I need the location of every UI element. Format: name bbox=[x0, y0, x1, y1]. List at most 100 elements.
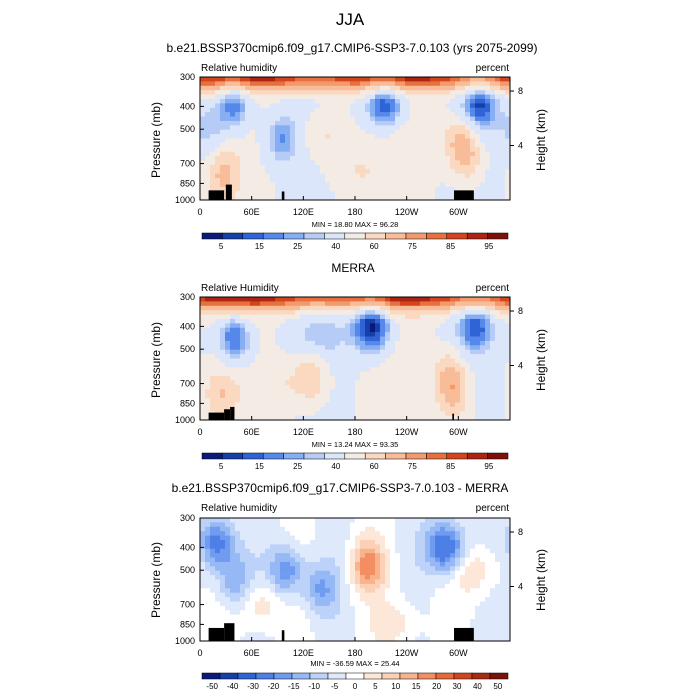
field-cell bbox=[240, 575, 246, 580]
field-cell bbox=[400, 557, 406, 563]
field-cell bbox=[490, 134, 496, 139]
field-cell bbox=[305, 151, 311, 157]
field-cell bbox=[235, 531, 241, 536]
field-cell bbox=[380, 120, 386, 126]
field-cell bbox=[350, 539, 356, 545]
field-cell bbox=[330, 522, 336, 528]
field-cell bbox=[355, 138, 361, 144]
field-cell bbox=[235, 579, 241, 585]
field-cell bbox=[285, 380, 291, 386]
field-cell bbox=[200, 579, 206, 585]
field-cell bbox=[320, 592, 326, 598]
field-cell bbox=[445, 301, 451, 307]
field-cell bbox=[275, 544, 281, 550]
field-cell bbox=[440, 191, 446, 196]
field-cell bbox=[385, 297, 391, 302]
field-cell bbox=[265, 583, 271, 589]
field-cell bbox=[425, 610, 431, 615]
field-cell bbox=[215, 164, 221, 170]
field-cell bbox=[210, 376, 216, 381]
field-cell bbox=[330, 398, 336, 403]
field-cell bbox=[275, 332, 281, 337]
field-cell bbox=[240, 103, 246, 109]
field-cell bbox=[390, 570, 396, 576]
field-cell bbox=[265, 318, 271, 324]
field-cell bbox=[270, 173, 276, 179]
field-cell bbox=[495, 134, 501, 139]
field-cell bbox=[210, 103, 216, 109]
field-cell bbox=[465, 314, 471, 320]
field-cell bbox=[205, 548, 211, 554]
field-cell bbox=[430, 619, 436, 624]
field-cell bbox=[230, 358, 236, 364]
field-cell bbox=[280, 367, 286, 372]
field-cell bbox=[240, 112, 246, 117]
field-cell bbox=[330, 138, 336, 144]
field-cell bbox=[425, 597, 431, 602]
field-cell bbox=[455, 164, 461, 170]
field-cell bbox=[405, 138, 411, 144]
field-cell bbox=[460, 398, 466, 403]
field-cell bbox=[390, 592, 396, 598]
field-cell bbox=[345, 358, 351, 364]
field-cell bbox=[265, 367, 271, 372]
field-cell bbox=[325, 380, 331, 386]
field-cell bbox=[400, 367, 406, 372]
field-cell bbox=[330, 619, 336, 624]
field-cell bbox=[505, 173, 511, 179]
field-cell bbox=[485, 125, 491, 131]
field-cell bbox=[285, 367, 291, 372]
terrain-mask bbox=[208, 406, 455, 420]
field-cell bbox=[420, 173, 426, 179]
y-tick-label: 850 bbox=[180, 398, 195, 408]
field-cell bbox=[420, 195, 426, 201]
field-cell bbox=[205, 636, 211, 642]
field-cell bbox=[265, 107, 271, 113]
field-cell bbox=[485, 376, 491, 381]
field-cell bbox=[500, 147, 506, 152]
field-cell bbox=[505, 362, 511, 368]
field-cell bbox=[395, 614, 401, 620]
field-cell bbox=[255, 398, 261, 403]
field-cell bbox=[390, 632, 396, 637]
field-cell bbox=[295, 186, 301, 192]
field-cell bbox=[365, 597, 371, 602]
field-cell bbox=[495, 332, 501, 337]
field-cell bbox=[400, 398, 406, 403]
field-cell bbox=[395, 548, 401, 554]
field-cell bbox=[370, 305, 376, 311]
field-cell bbox=[490, 164, 496, 170]
field-cell bbox=[340, 398, 346, 403]
field-cell bbox=[360, 597, 366, 602]
colorbar-box bbox=[344, 452, 366, 460]
field-cell bbox=[465, 160, 471, 166]
field-cell bbox=[350, 305, 356, 311]
field-cell bbox=[335, 81, 341, 87]
field-cell bbox=[405, 376, 411, 381]
field-cell bbox=[235, 94, 241, 100]
field-cell bbox=[390, 142, 396, 148]
field-cell bbox=[365, 362, 371, 368]
field-cell bbox=[210, 120, 216, 126]
field-cell bbox=[360, 632, 366, 637]
field-cell bbox=[500, 398, 506, 403]
field-cell bbox=[285, 522, 291, 528]
field-cell bbox=[380, 544, 386, 550]
field-cell bbox=[400, 116, 406, 122]
field-cell bbox=[250, 402, 256, 408]
field-cell bbox=[255, 336, 261, 342]
field-cell bbox=[435, 636, 441, 642]
field-cell bbox=[280, 85, 286, 91]
field-cell bbox=[360, 142, 366, 148]
field-cell bbox=[255, 77, 261, 82]
field-cell bbox=[370, 592, 376, 598]
field-cell bbox=[380, 411, 386, 416]
field-cell bbox=[260, 610, 266, 615]
field-cell bbox=[385, 548, 391, 554]
field-cell bbox=[365, 151, 371, 157]
field-cell bbox=[440, 548, 446, 554]
field-cell bbox=[205, 522, 211, 528]
field-cell bbox=[500, 182, 506, 188]
field-cell bbox=[320, 345, 326, 351]
field-cell bbox=[265, 103, 271, 109]
